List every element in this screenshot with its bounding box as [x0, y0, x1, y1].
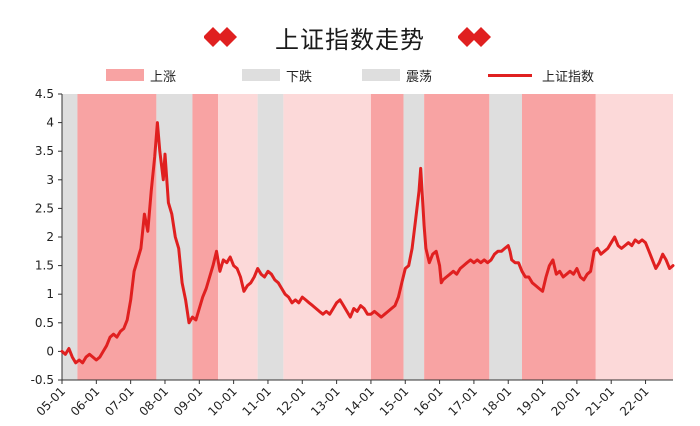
legend-label-down: 下跌: [286, 69, 313, 85]
legend-swatch-up: [106, 69, 144, 81]
x-tick-label: 11-01: [240, 384, 275, 419]
chart-title: 上证指数走势: [275, 26, 425, 54]
legend-label-line: 上证指数: [542, 69, 595, 85]
y-tick-label: -0.5: [31, 373, 54, 387]
x-tick-label: 21-01: [583, 384, 618, 419]
legend-item-line: 上证指数: [488, 64, 594, 86]
legend-swatch-line: [488, 73, 532, 77]
legend-label-up: 上涨: [150, 69, 177, 85]
x-tick-label: 14-01: [342, 384, 377, 419]
regime-band-up: [370, 94, 404, 380]
y-tick-label: 2.5: [35, 201, 54, 215]
y-tick-label: 4.5: [35, 87, 54, 101]
regime-band-down: [257, 94, 284, 380]
x-tick-label: 10-01: [205, 384, 240, 419]
x-tick-label: 13-01: [308, 384, 343, 419]
y-tick-label: 3: [46, 173, 54, 187]
legend-swatch-down: [242, 69, 280, 81]
x-tick-label: 15-01: [377, 384, 412, 419]
legend-item-down: 下跌: [242, 64, 312, 86]
regime-band-down: [489, 94, 522, 380]
series-line-shanghai-index: [60, 121, 675, 365]
y-tick-label: 3.5: [35, 144, 54, 158]
x-tick-label: 08-01: [137, 384, 172, 419]
title-row: 上证指数走势: [0, 12, 700, 56]
y-tick-label: 0.5: [35, 316, 54, 330]
legend-item-up: 上涨: [106, 64, 176, 86]
x-tick-label: 22-01: [617, 384, 652, 419]
x-tick-label: 17-01: [445, 384, 480, 419]
x-tick-label: 20-01: [548, 384, 583, 419]
y-tick-label: 1.5: [35, 259, 54, 273]
legend-label-range: 震荡: [406, 69, 433, 85]
x-tick-label: 06-01: [68, 384, 103, 419]
y-tick-label: 4: [46, 116, 54, 130]
x-tick-label: 07-01: [102, 384, 137, 419]
regime-band-down: [62, 94, 78, 380]
x-tick-label: 18-01: [480, 384, 515, 419]
x-tick-label: 09-01: [171, 384, 206, 419]
y-tick-label: 1: [46, 287, 54, 301]
y-tick-label: 2: [46, 230, 54, 244]
diamond-decoration-left-icon: [204, 27, 237, 47]
diamond-decoration-right-icon: [458, 27, 491, 47]
x-tick-label: 16-01: [411, 384, 446, 419]
y-tick-label: 0: [46, 344, 54, 358]
legend-item-range: 震荡: [362, 64, 432, 86]
regime-band-range: [595, 94, 673, 380]
legend: 上涨 下跌 震荡 上证指数: [0, 64, 700, 86]
x-tick-label: 05-01: [34, 384, 69, 419]
regime-band-up: [192, 94, 219, 380]
regime-band-up: [424, 94, 490, 380]
regime-band-range: [218, 94, 258, 380]
regime-band-range: [283, 94, 371, 380]
legend-swatch-range: [362, 69, 400, 81]
regime-band-up: [521, 94, 596, 380]
x-tick-label: 12-01: [274, 384, 309, 419]
x-tick-label: 19-01: [514, 384, 549, 419]
